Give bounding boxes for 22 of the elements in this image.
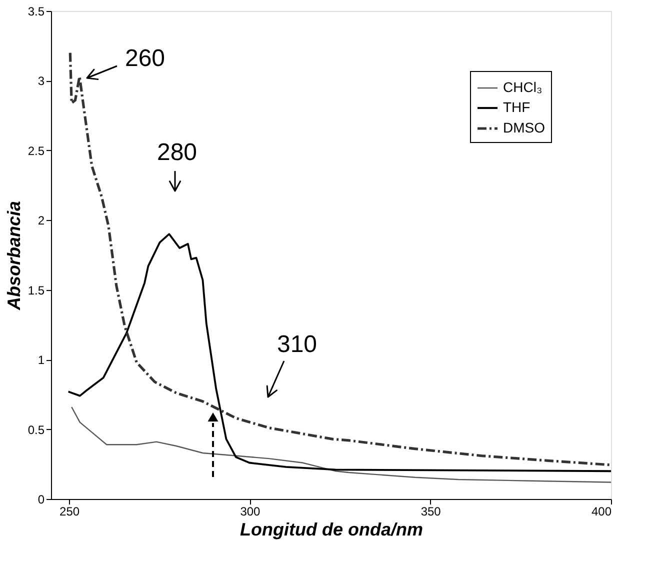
x-tick-label: 250 [60, 504, 80, 518]
y-tick-label: 0.5 [28, 422, 45, 437]
legend-label: DMSO [503, 120, 546, 136]
y-tick-label: 0 [38, 492, 45, 506]
x-tick-label: 400 [591, 504, 612, 518]
annotation: 260 [124, 45, 166, 72]
line-series [70, 406, 612, 483]
y-tick-label: 2.5 [28, 144, 45, 158]
y-axis-title: Absorbancia [4, 200, 24, 312]
x-tick-label: 350 [420, 504, 442, 518]
legend-label: CHCl₃ [503, 79, 542, 95]
x-axis-title: Longitud de onda/nm [240, 520, 423, 540]
y-tick-label: 1 [38, 353, 45, 368]
x-tick-label: 300 [240, 504, 261, 518]
y-tick-label: 3 [38, 74, 45, 88]
y-tick-label: 2 [38, 214, 45, 228]
y-tick-label: 1.5 [28, 283, 45, 298]
y-tick-label: 3.5 [28, 4, 45, 18]
annotation: 310 [276, 331, 318, 358]
line-series [67, 233, 612, 472]
legend-label: THF [503, 99, 530, 115]
annotation: 280 [156, 139, 198, 166]
